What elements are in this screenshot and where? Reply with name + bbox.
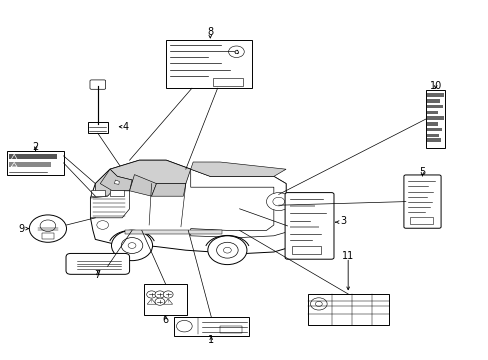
Bar [144,284,187,315]
Circle shape [216,242,238,258]
Polygon shape [100,169,132,191]
Bar [166,40,251,88]
Circle shape [223,247,231,253]
Text: 5: 5 [419,167,425,177]
Bar [9,153,57,159]
Circle shape [176,320,192,332]
Text: 4: 4 [122,122,128,132]
Circle shape [155,298,164,305]
Bar [427,111,438,114]
FancyBboxPatch shape [403,175,440,228]
Bar [427,94,443,97]
Polygon shape [90,160,285,254]
Bar [9,162,51,167]
Text: 1: 1 [208,335,214,345]
Circle shape [266,193,290,211]
Text: 9: 9 [18,224,24,234]
Circle shape [163,291,173,298]
Text: !: ! [167,300,169,304]
Circle shape [29,215,66,242]
Circle shape [155,291,164,298]
Polygon shape [95,169,134,196]
Circle shape [315,301,322,306]
Bar [91,190,104,196]
Circle shape [272,197,284,206]
Circle shape [111,230,152,261]
Circle shape [128,243,136,248]
Bar [88,122,107,133]
Bar [220,326,242,333]
Bar [110,190,123,196]
Polygon shape [110,160,190,184]
Circle shape [310,298,326,310]
Polygon shape [190,169,285,238]
Bar [427,117,443,120]
Text: 10: 10 [428,81,441,91]
Polygon shape [151,184,185,196]
Text: ♻: ♻ [233,49,239,54]
Text: 6: 6 [163,315,168,325]
Bar [427,99,439,103]
Bar [7,151,63,175]
Polygon shape [129,175,156,196]
Polygon shape [163,299,172,304]
Text: 7: 7 [95,270,101,280]
Bar [427,105,442,108]
FancyBboxPatch shape [285,193,333,259]
Text: !: ! [150,300,152,304]
Circle shape [146,291,156,298]
FancyBboxPatch shape [66,253,129,274]
Bar [427,128,441,131]
Bar [292,246,320,254]
Bar [290,226,318,228]
Bar [409,217,432,224]
Circle shape [40,220,56,231]
Polygon shape [190,162,285,176]
Bar [124,230,222,234]
Circle shape [207,236,246,265]
Circle shape [228,46,244,58]
Bar [427,138,440,142]
Bar [173,317,249,336]
Text: 11: 11 [341,251,354,261]
Bar [213,78,243,86]
Circle shape [97,221,108,229]
Polygon shape [90,191,129,218]
Polygon shape [147,299,156,304]
Bar [42,233,54,239]
Bar [427,122,437,126]
FancyBboxPatch shape [90,80,105,89]
Text: 2: 2 [33,142,39,152]
Bar [427,134,439,137]
Bar [426,90,444,148]
Bar [290,205,314,207]
Circle shape [121,238,142,253]
Text: 3: 3 [339,216,346,226]
Text: 8: 8 [207,27,213,37]
Bar [307,294,388,325]
Polygon shape [114,180,119,184]
